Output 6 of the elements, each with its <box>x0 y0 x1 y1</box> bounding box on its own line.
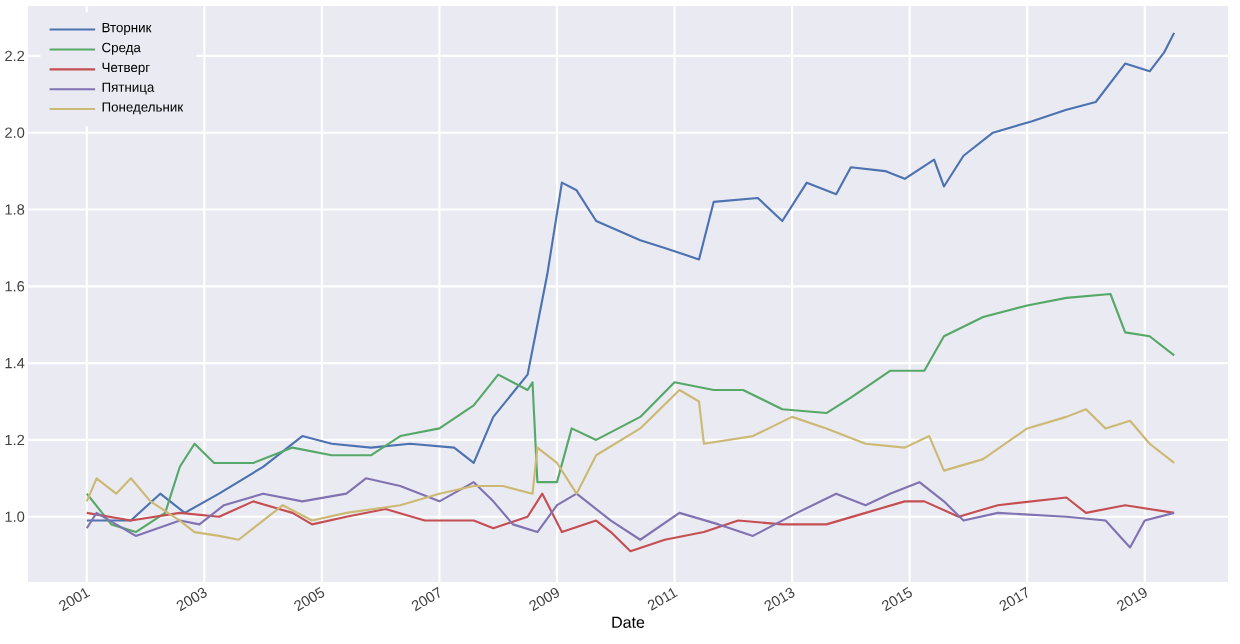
line-series <box>85 388 1176 541</box>
line-series <box>85 477 1176 549</box>
x-axis-title: Date <box>612 616 645 628</box>
line-series <box>85 492 1176 553</box>
line-series <box>85 292 1176 534</box>
line-series <box>85 31 1176 522</box>
